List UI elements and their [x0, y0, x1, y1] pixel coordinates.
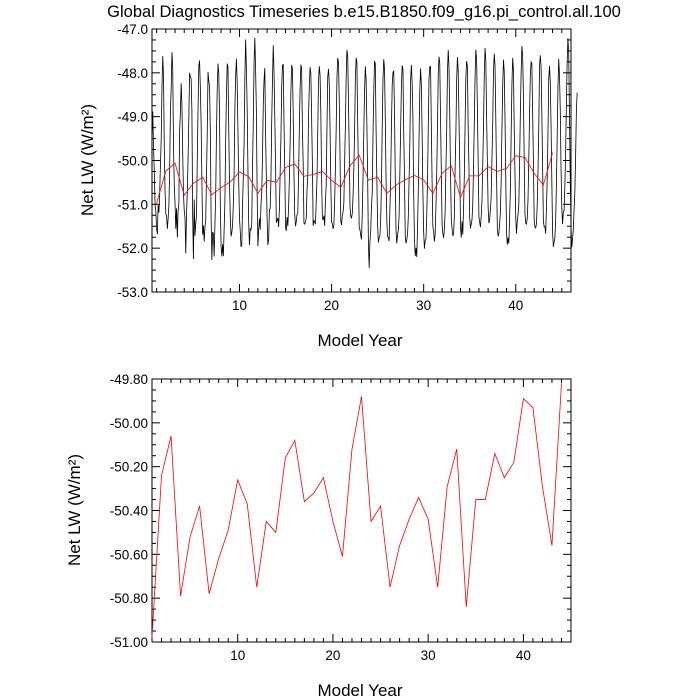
series-line-monthly	[151, 37, 578, 268]
y-tick-labels: -53.0 -52.0 -51.0 -50.0 -49.0 -48.0 -47.0	[117, 22, 148, 300]
series-line-annual-mean	[156, 152, 553, 204]
y-tick-label: -47.0	[117, 22, 148, 37]
y-tick-label: -52.0	[117, 241, 148, 256]
plot-frame	[151, 378, 572, 643]
chart-title: Global Diagnostics Timeseries b.e15.B185…	[107, 3, 621, 21]
x-tick-label: 20	[324, 298, 339, 313]
y-tick-label: -50.40	[110, 504, 148, 519]
series-lines	[151, 37, 578, 268]
series-line-annual-mean	[151, 383, 562, 638]
y-tick-label: -50.60	[110, 547, 148, 562]
y-tick-label: -50.0	[117, 154, 148, 169]
top-panel: -53.0 -52.0 -51.0 -50.0 -49.0 -48.0 -47.0 10 20…	[78, 22, 578, 350]
y-tick-label: -50.00	[110, 416, 148, 431]
bottom-panel: -51.00 -50.80 -50.60 -50.40 -50.20 -50.00 -49.…	[65, 372, 572, 700]
y-tick-label: -51.0	[117, 197, 148, 212]
series-lines	[151, 383, 562, 638]
x-tick-label: 40	[508, 298, 523, 313]
y-tick-label: -50.80	[110, 591, 148, 606]
y-axis-label: Net LW (W/m²)	[65, 454, 84, 566]
axis-ticks	[152, 28, 572, 293]
y-tick-label: -48.0	[117, 66, 148, 81]
x-tick-labels: 10 20 30 40	[232, 298, 523, 313]
x-axis-label: Model Year	[317, 331, 402, 350]
x-tick-label: 40	[516, 648, 531, 663]
y-tick-labels: -51.00 -50.80 -50.60 -50.40 -50.20 -50.00 -49.…	[110, 372, 148, 650]
x-tick-label: 30	[416, 298, 431, 313]
y-axis-label: Net LW (W/m²)	[78, 104, 97, 216]
y-tick-label: -49.80	[110, 372, 148, 387]
y-tick-label: -50.20	[110, 460, 148, 475]
x-tick-label: 20	[325, 648, 340, 663]
x-tick-labels: 10 20 30 40	[230, 648, 531, 663]
y-tick-label: -51.00	[110, 635, 148, 650]
y-tick-label: -53.0	[117, 285, 148, 300]
x-tick-label: 30	[421, 648, 436, 663]
x-tick-label: 10	[232, 298, 247, 313]
x-axis-label: Model Year	[317, 681, 402, 700]
y-tick-label: -49.0	[117, 110, 148, 125]
axis-ticks	[151, 378, 572, 643]
x-tick-label: 10	[230, 648, 245, 663]
